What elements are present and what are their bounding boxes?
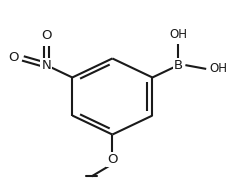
Text: O: O bbox=[107, 153, 118, 166]
Text: N: N bbox=[41, 59, 51, 72]
Text: OH: OH bbox=[169, 28, 187, 41]
Text: O: O bbox=[41, 29, 51, 42]
Text: O: O bbox=[8, 51, 18, 64]
Text: OH: OH bbox=[210, 62, 228, 75]
Text: B: B bbox=[174, 59, 183, 72]
